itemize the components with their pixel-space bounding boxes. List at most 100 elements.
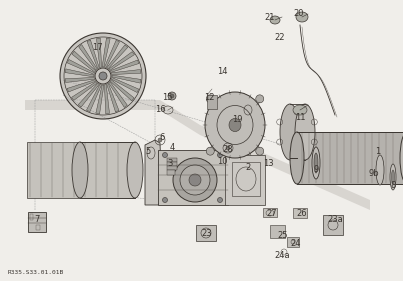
Polygon shape [109, 82, 127, 107]
Text: 7: 7 [34, 216, 39, 225]
Ellipse shape [173, 158, 217, 202]
Text: R335.S33.01.01B: R335.S33.01.01B [8, 270, 64, 275]
Ellipse shape [162, 153, 168, 157]
Text: 3: 3 [167, 158, 173, 167]
Text: 23: 23 [202, 228, 212, 237]
Polygon shape [72, 51, 96, 72]
Ellipse shape [290, 132, 304, 184]
Text: 22: 22 [275, 33, 285, 42]
Ellipse shape [127, 142, 143, 198]
Ellipse shape [229, 118, 241, 132]
Ellipse shape [256, 147, 264, 155]
Ellipse shape [390, 164, 396, 190]
Text: 8: 8 [391, 180, 396, 189]
Text: 2: 2 [245, 164, 251, 173]
Ellipse shape [296, 12, 308, 22]
Ellipse shape [256, 95, 264, 103]
Text: 10: 10 [217, 157, 227, 166]
Text: 12: 12 [204, 92, 214, 101]
Polygon shape [65, 69, 94, 77]
Polygon shape [110, 60, 139, 72]
Polygon shape [79, 45, 97, 70]
Polygon shape [107, 83, 119, 112]
Text: 27: 27 [267, 209, 277, 217]
Text: 28: 28 [223, 144, 233, 153]
Text: 14: 14 [217, 67, 227, 76]
Text: 25: 25 [278, 230, 288, 239]
Ellipse shape [189, 174, 201, 186]
Text: 21: 21 [265, 12, 275, 22]
Polygon shape [109, 52, 135, 70]
Ellipse shape [293, 105, 307, 115]
Polygon shape [102, 38, 110, 67]
Ellipse shape [158, 138, 162, 142]
Bar [323, 215, 343, 235]
Text: 23a: 23a [327, 216, 343, 225]
Ellipse shape [206, 95, 214, 103]
Polygon shape [111, 78, 139, 92]
Ellipse shape [131, 156, 139, 184]
Polygon shape [65, 78, 95, 83]
Polygon shape [104, 84, 110, 114]
Polygon shape [107, 45, 128, 69]
Ellipse shape [60, 33, 146, 119]
Text: 13: 13 [263, 158, 273, 167]
Text: 17: 17 [92, 42, 102, 51]
Ellipse shape [400, 132, 403, 184]
Bar [30, 214, 33, 220]
Text: 19: 19 [232, 115, 242, 124]
Polygon shape [96, 85, 104, 114]
Bar [287, 237, 299, 247]
Bar [207, 95, 217, 109]
Polygon shape [67, 59, 95, 74]
Bar [36, 225, 40, 230]
Polygon shape [87, 40, 99, 69]
Ellipse shape [312, 147, 320, 179]
Bar [225, 155, 265, 205]
Text: 6: 6 [159, 133, 165, 142]
Bar [270, 225, 285, 238]
Text: 16: 16 [155, 105, 165, 114]
Text: 9: 9 [314, 166, 319, 175]
Ellipse shape [270, 16, 280, 24]
Bar [158, 150, 228, 205]
Ellipse shape [218, 198, 222, 203]
Polygon shape [110, 80, 134, 101]
Polygon shape [96, 38, 102, 68]
Bar [232, 162, 260, 196]
Polygon shape [72, 82, 97, 100]
Ellipse shape [72, 142, 88, 198]
Polygon shape [104, 40, 120, 68]
Bar [293, 208, 307, 218]
Bar [27, 142, 135, 198]
Text: 24: 24 [291, 239, 301, 248]
Polygon shape [145, 140, 162, 205]
Ellipse shape [295, 104, 315, 160]
Text: 26: 26 [297, 209, 307, 217]
Text: 5: 5 [145, 148, 151, 157]
Text: 20: 20 [294, 8, 304, 17]
Ellipse shape [99, 72, 107, 80]
Bar [167, 158, 177, 162]
Ellipse shape [168, 92, 176, 100]
Polygon shape [78, 83, 99, 107]
Polygon shape [112, 75, 141, 83]
Text: 1: 1 [375, 148, 380, 157]
Polygon shape [111, 69, 141, 74]
Ellipse shape [180, 165, 210, 195]
Text: 9b: 9b [369, 169, 379, 178]
Ellipse shape [162, 198, 168, 203]
Bar [167, 162, 177, 166]
Text: 4: 4 [169, 144, 174, 153]
Bar [297, 132, 403, 184]
Text: 15: 15 [162, 92, 172, 101]
Ellipse shape [280, 104, 300, 160]
Bar [196, 225, 216, 241]
Ellipse shape [226, 146, 230, 150]
Bar [167, 170, 175, 175]
Bar [167, 166, 177, 169]
Text: 11: 11 [295, 112, 305, 121]
Ellipse shape [391, 170, 395, 184]
Bar [28, 212, 46, 232]
Ellipse shape [205, 92, 265, 158]
